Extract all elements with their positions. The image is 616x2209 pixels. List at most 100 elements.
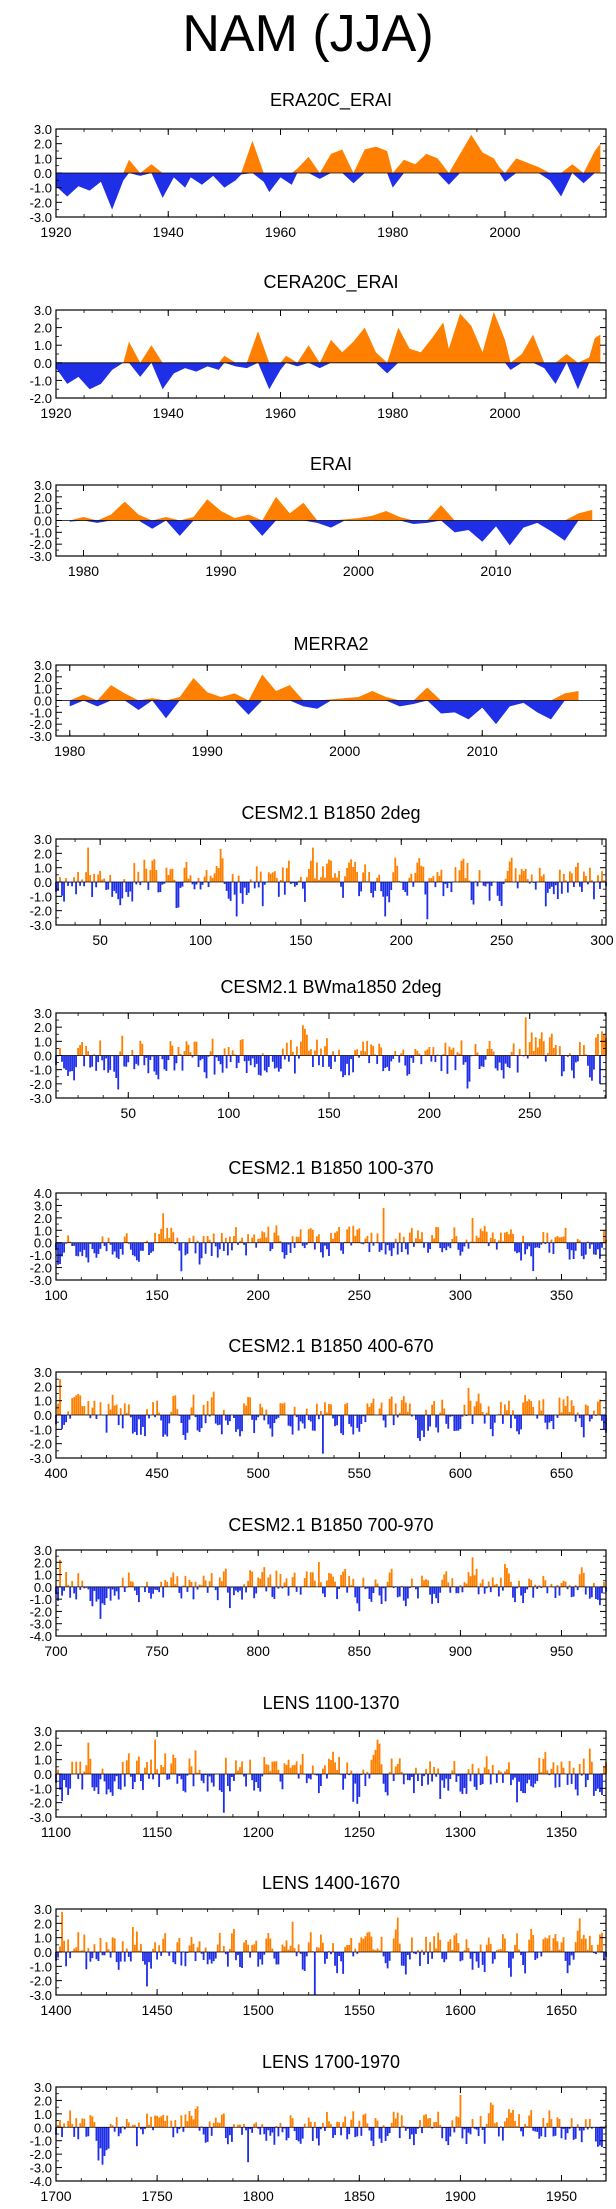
x-tick-label: 250 [518,1105,542,1121]
data-bar [570,1055,573,1071]
data-bar [158,1774,161,1787]
data-bar [384,2127,387,2142]
x-tick-label: 1960 [265,224,296,240]
data-bar [593,882,595,900]
data-bar [115,1952,118,1963]
data-bar [457,1586,460,1594]
data-bar [125,1760,128,1774]
data-bar [289,882,292,884]
data-bar [501,1774,504,1783]
data-bar [358,1415,361,1432]
data-bar [578,2127,581,2131]
data-bar [429,2117,431,2128]
data-bar [311,1951,314,1952]
data-bar [212,2122,215,2128]
data-bar [190,1937,193,1952]
data-bar [105,882,108,890]
data-bar [524,1017,527,1056]
data-bar [103,2127,106,2156]
data-bar [441,2127,444,2139]
data-bar [154,1739,156,1774]
data-bar [176,2127,179,2134]
data-bar [362,1041,365,1056]
data-bar [226,1415,229,1425]
data-bar [69,1774,72,1789]
data-bar [57,1952,59,1958]
data-bar [597,1944,599,1952]
data-bar [322,1586,324,1594]
data-bar [103,878,106,882]
data-bar [394,1929,397,1952]
data-bar [348,1575,351,1587]
data-bar [568,1952,571,1966]
data-bar [588,1242,591,1249]
data-bar [237,1952,239,1956]
data-bar [150,1586,152,1599]
data-bar [176,1576,179,1587]
data-bar [342,1571,345,1587]
data-bar [574,866,577,882]
data-bar [398,1232,401,1243]
data-bar [364,1238,367,1243]
data-bar [257,1774,260,1789]
data-bar [442,1054,445,1056]
data-bar [184,1242,187,1256]
data-bar [119,1408,122,1415]
y-tick-label: -2.0 [30,1077,52,1092]
data-bar [552,882,555,895]
data-bar [184,1575,187,1587]
data-bar [574,1585,577,1587]
data-bar [253,2123,256,2128]
data-bar [406,1952,409,1956]
data-bar [283,1763,286,1774]
data-bar [99,1937,102,1952]
data-bar [223,882,226,884]
data-bar [285,1242,288,1255]
data-bar [103,1774,106,1782]
data-bar [275,1952,278,1965]
data-bar [160,2116,163,2128]
data-bar [516,2126,518,2128]
data-bar [540,1772,543,1774]
data-bar [59,877,61,882]
data-bar [560,1942,563,1952]
data-bar [304,882,306,902]
data-bar [460,1040,463,1056]
data-bar [485,1231,488,1243]
data-bar [441,1242,444,1253]
data-bar [178,1586,181,1593]
data-bar [445,1415,448,1424]
data-bar [354,861,356,882]
data-bar [307,1415,310,1420]
data-bar [364,1936,367,1952]
data-bar [239,2124,241,2128]
data-bar [508,1055,511,1069]
data-bar [338,1049,340,1056]
data-bar [468,880,471,882]
data-bar [544,1242,547,1245]
y-tick-label: -3.0 [30,1617,52,1632]
data-bar [495,1950,498,1952]
data-bar [67,1055,69,1076]
data-bar [534,1952,537,1960]
data-bar [257,1055,260,1075]
data-bar [390,1242,393,1257]
data-bar [406,882,409,896]
data-bar [129,1581,132,1587]
data-bar [89,1586,92,1601]
data-bar [289,1586,292,1587]
data-bar [599,1934,601,1952]
data-bar [370,1586,373,1602]
data-bar [497,1414,500,1415]
data-bar [597,2127,599,2147]
data-bar [566,1396,569,1415]
data-bar [69,1241,72,1243]
data-bar [217,1055,220,1061]
data-bar [574,1242,577,1251]
data-bar [603,1952,605,1961]
data-bar [109,1952,112,1958]
data-bar [105,2127,108,2151]
data-bar [239,882,242,894]
data-bar [586,1405,589,1415]
y-tick-label: -1.0 [30,181,52,196]
